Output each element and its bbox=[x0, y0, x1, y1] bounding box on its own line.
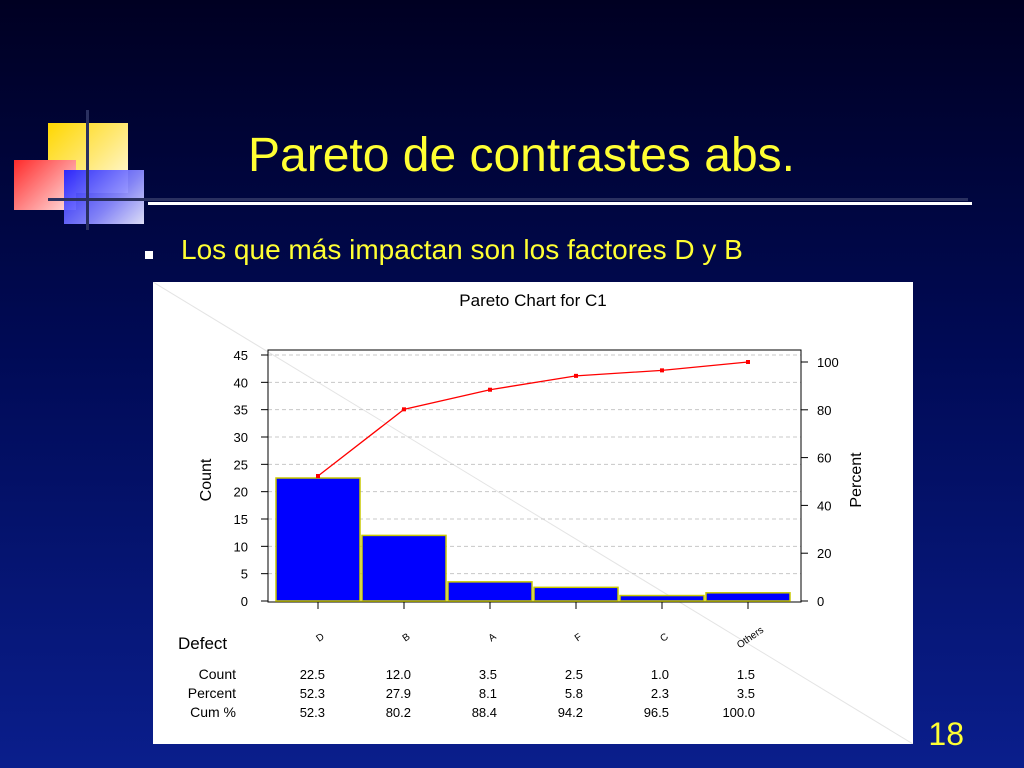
table-cell: 5.8 bbox=[565, 686, 583, 701]
cumulative-points bbox=[316, 360, 750, 479]
table-row-label: Percent bbox=[188, 685, 236, 701]
y-tick-label: 5 bbox=[241, 567, 248, 582]
table-cell: 94.2 bbox=[558, 705, 583, 720]
y-tick-label: 30 bbox=[234, 430, 248, 445]
slide-title: Pareto de contrastes abs. bbox=[248, 129, 795, 182]
y2-tick-label: 20 bbox=[817, 546, 831, 561]
x-tick-label: B bbox=[401, 631, 413, 644]
table-cell: 3.5 bbox=[737, 686, 755, 701]
y-tick-label: 25 bbox=[234, 457, 248, 472]
table-cell: 52.3 bbox=[300, 705, 325, 720]
x-axis-ticks: D B A F C Others bbox=[314, 602, 766, 651]
table-cell: 96.5 bbox=[644, 705, 669, 720]
title-underline bbox=[148, 202, 972, 205]
table-cell: 2.5 bbox=[565, 667, 583, 682]
y2-tick-label: 60 bbox=[817, 451, 831, 466]
bar-F bbox=[533, 586, 619, 602]
cum-point-A bbox=[488, 387, 492, 392]
table-cell: 100.0 bbox=[722, 705, 755, 720]
x-tick-label: D bbox=[314, 631, 326, 644]
table-row-label: Count bbox=[199, 666, 236, 682]
table-cell: 8.1 bbox=[479, 686, 497, 701]
table-cell: 3.5 bbox=[479, 667, 497, 682]
gridlines bbox=[268, 354, 801, 575]
bar-D bbox=[275, 477, 361, 602]
y-tick-label: 10 bbox=[234, 539, 248, 554]
bar-B bbox=[361, 534, 447, 602]
x-tick-label: C bbox=[658, 631, 670, 644]
x-tick-label: A bbox=[487, 631, 499, 644]
table-row-label: Cum % bbox=[190, 704, 236, 720]
y2-tick-label: 40 bbox=[817, 498, 831, 513]
table-cell: 1.0 bbox=[651, 667, 669, 682]
title-underline-shadow bbox=[48, 198, 968, 201]
slide-number: 18 bbox=[928, 716, 964, 752]
table-cell: 52.3 bbox=[300, 686, 325, 701]
table-cell: 1.5 bbox=[737, 667, 755, 682]
cum-point-C bbox=[660, 368, 664, 373]
x-tick-label: Others bbox=[735, 625, 766, 651]
bullet-text: Los que más impactan son los factores D … bbox=[181, 234, 743, 265]
table-cell: 88.4 bbox=[472, 705, 497, 720]
y-tick-label: 15 bbox=[234, 512, 248, 527]
pareto-chart: Pareto Chart for C1 0 5 10 15 20 25 30 35 40 45 0… bbox=[153, 282, 913, 744]
chart-title: Pareto Chart for C1 bbox=[459, 291, 606, 310]
y-tick-label: 0 bbox=[241, 594, 248, 609]
y2-axis-label: Percent bbox=[848, 452, 865, 508]
y2-tick-label: 80 bbox=[817, 403, 831, 418]
bullet-icon bbox=[145, 251, 153, 259]
y-tick-label: 40 bbox=[234, 375, 248, 390]
y-tick-label: 35 bbox=[234, 403, 248, 418]
y2-tick-label: 100 bbox=[817, 355, 839, 370]
y-tick-label: 45 bbox=[234, 348, 248, 363]
y-axis-label: Count bbox=[198, 458, 215, 501]
table-cell: 80.2 bbox=[386, 705, 411, 720]
plot-frame bbox=[267, 349, 802, 603]
table-cell: 27.9 bbox=[386, 686, 411, 701]
left-axis-ticks: 0 5 10 15 20 25 30 35 40 45 bbox=[234, 348, 268, 609]
bar-C bbox=[619, 594, 705, 602]
cum-point-D bbox=[316, 474, 320, 479]
data-table: Count 22.5 12.0 3.5 2.5 1.0 1.5 Percent 52.3 27.9… bbox=[188, 666, 755, 720]
bars bbox=[275, 477, 791, 602]
bar-Others bbox=[705, 592, 791, 602]
table-cell: 2.3 bbox=[651, 686, 669, 701]
bar-A bbox=[447, 581, 533, 602]
logo-blue-square bbox=[64, 170, 144, 224]
y2-tick-label: 0 bbox=[817, 594, 824, 609]
cum-point-Others bbox=[746, 360, 750, 364]
x-axis-label: Defect bbox=[178, 634, 227, 653]
y-tick-label: 20 bbox=[234, 485, 248, 500]
x-tick-label: F bbox=[573, 632, 584, 645]
cum-point-F bbox=[574, 373, 578, 378]
table-cell: 22.5 bbox=[300, 667, 325, 682]
logo-vertical-line bbox=[86, 110, 89, 230]
table-cell: 12.0 bbox=[386, 667, 411, 682]
pareto-chart-svg: Pareto Chart for C1 0 5 10 15 20 25 30 35 40 45 0… bbox=[153, 282, 913, 744]
cumulative-percent-line bbox=[317, 361, 749, 477]
right-axis-ticks: 0 20 40 60 80 100 bbox=[801, 355, 839, 609]
background-diagonal bbox=[153, 282, 913, 744]
cum-point-B bbox=[402, 407, 406, 412]
